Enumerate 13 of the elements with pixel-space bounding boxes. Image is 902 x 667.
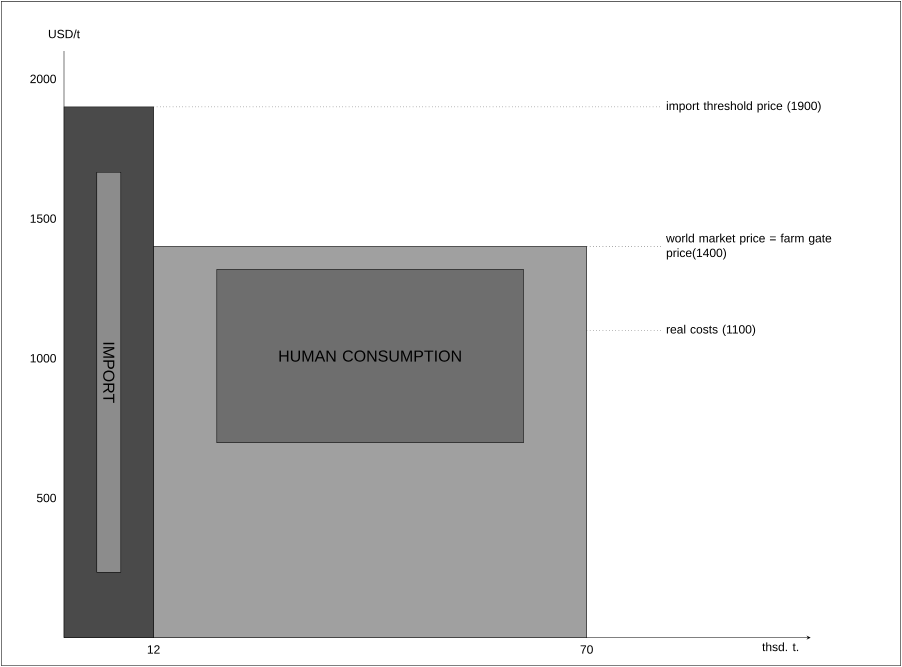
y-axis-title: USD/t bbox=[48, 29, 80, 38]
annotation: IMPORT bbox=[103, 342, 114, 403]
x-tick-label: 12 bbox=[148, 645, 160, 654]
y-tick-label: 1000 bbox=[30, 354, 56, 363]
y-tick-label: 2000 bbox=[30, 74, 56, 84]
ref-line-label: real costs (1100) bbox=[666, 324, 756, 336]
ref-line-label: import threshold price (1900) bbox=[666, 101, 821, 112]
y-tick-label: 1500 bbox=[30, 214, 56, 223]
x-axis-title: thsd. t. bbox=[762, 642, 798, 652]
annotation: HUMAN CONSUMPTION bbox=[279, 350, 461, 362]
x-tick-label: 70 bbox=[580, 645, 593, 654]
y-tick-label: 500 bbox=[36, 494, 56, 502]
ref-line-label: world market price = farm gate price(1400) bbox=[666, 234, 832, 260]
